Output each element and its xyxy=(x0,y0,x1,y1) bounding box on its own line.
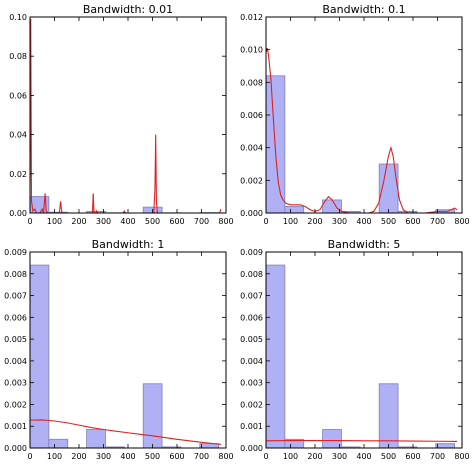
x-tick-label: 100 xyxy=(283,452,298,461)
x-tick-label: 800 xyxy=(454,217,469,226)
y-tick-label: 0.003 xyxy=(4,379,27,388)
y-tick-label: 0.006 xyxy=(240,111,263,120)
x-tick-label: 200 xyxy=(71,217,86,226)
x-tick-label: 200 xyxy=(307,452,322,461)
x-tick-label: 400 xyxy=(120,452,135,461)
subplot-title: Bandwidth: 1 xyxy=(92,238,165,251)
y-tick-label: 0.000 xyxy=(240,444,263,453)
kde-line xyxy=(30,419,222,445)
histogram-bar xyxy=(284,206,305,214)
subplot-title: Bandwidth: 0.01 xyxy=(83,3,173,16)
y-tick-label: 0.04 xyxy=(9,131,27,140)
axes-frame xyxy=(29,16,227,214)
y-tick-label: 0.002 xyxy=(4,400,27,409)
x-tick-label: 500 xyxy=(381,217,396,226)
x-tick-label: 100 xyxy=(47,452,62,461)
x-tick-label: 300 xyxy=(332,217,347,226)
kde-line xyxy=(30,18,222,213)
y-tick-label: 0.000 xyxy=(4,444,27,453)
x-tick-label: 0 xyxy=(27,217,32,226)
y-tick-label: 0.004 xyxy=(240,357,263,366)
x-tick-label: 400 xyxy=(120,217,135,226)
x-tick-label: 500 xyxy=(381,452,396,461)
x-tick-label: 700 xyxy=(430,452,445,461)
subplot-bandwidth-1: 0 100 200 300 400 500 600 700 800 0.000 0.001 0.002… xyxy=(4,238,234,461)
x-tick-label: 800 xyxy=(218,217,233,226)
histogram-bar xyxy=(265,264,286,449)
histogram-bar xyxy=(435,443,456,449)
histogram-bar xyxy=(322,199,342,214)
subplot-bandwidth-0-01: 0 100 200 300 400 500 600 700 800 0.00 0.02 0.04 0.0… xyxy=(9,3,233,226)
y-tick-label: 0.06 xyxy=(9,91,27,100)
subplot-bandwidth-5: 0 100 200 300 400 500 600 700 800 0.000 0.001 0.002… xyxy=(240,238,470,461)
x-tick-label: 700 xyxy=(194,452,209,461)
x-tick-label: 700 xyxy=(430,217,445,226)
histogram-bar xyxy=(48,438,69,449)
x-tick-label: 600 xyxy=(405,452,420,461)
subplot-title: Bandwidth: 0.1 xyxy=(322,3,405,16)
x-tick-label: 700 xyxy=(194,217,209,226)
y-tick-label: 0.001 xyxy=(4,422,27,431)
y-tick-label: 0.005 xyxy=(4,335,27,344)
y-tick-label: 0.004 xyxy=(4,357,27,366)
x-tick-label: 400 xyxy=(356,452,371,461)
subplot-bandwidth-0-1: 0 100 200 300 400 500 600 700 800 0.000 0.002 0.004… xyxy=(240,3,470,226)
y-tick-label: 0.02 xyxy=(9,170,27,179)
x-tick-label: 500 xyxy=(145,452,160,461)
y-tick-label: 0.00 xyxy=(9,209,27,218)
y-tick-label: 0.002 xyxy=(240,400,263,409)
y-tick-label: 0.002 xyxy=(240,176,263,185)
x-tick-label: 500 xyxy=(145,217,160,226)
kde-line xyxy=(266,47,458,213)
x-tick-label: 0 xyxy=(263,217,268,226)
y-tick-label: 0.001 xyxy=(240,422,263,431)
axes-frame xyxy=(265,251,463,449)
x-tick-label: 200 xyxy=(307,217,322,226)
x-tick-label: 0 xyxy=(27,452,32,461)
x-tick-label: 300 xyxy=(332,452,347,461)
y-tick-label: 0.008 xyxy=(240,270,263,279)
y-tick-label: 0.009 xyxy=(4,248,27,257)
y-tick-label: 0.008 xyxy=(240,78,263,87)
x-tick-label: 600 xyxy=(405,217,420,226)
y-tick-label: 0.008 xyxy=(4,270,27,279)
y-tick-label: 0.10 xyxy=(9,13,27,22)
y-tick-label: 0.08 xyxy=(9,52,27,61)
kde-line xyxy=(266,440,458,443)
histogram-bar xyxy=(142,383,163,449)
y-tick-label: 0.010 xyxy=(240,46,263,55)
y-tick-label: 0.007 xyxy=(240,292,263,301)
histogram-bar xyxy=(378,383,399,449)
x-tick-label: 800 xyxy=(218,452,233,461)
x-tick-label: 100 xyxy=(47,217,62,226)
axes-frame xyxy=(265,16,463,214)
y-tick-label: 0.007 xyxy=(4,292,27,301)
y-tick-label: 0.006 xyxy=(240,313,263,322)
x-tick-label: 300 xyxy=(96,217,111,226)
x-tick-label: 100 xyxy=(283,217,298,226)
y-tick-label: 0.003 xyxy=(240,379,263,388)
x-tick-label: 200 xyxy=(71,452,86,461)
y-tick-label: 0.006 xyxy=(4,313,27,322)
y-tick-label: 0.000 xyxy=(240,209,263,218)
x-tick-label: 400 xyxy=(356,217,371,226)
x-tick-label: 300 xyxy=(96,452,111,461)
subplot-title: Bandwidth: 5 xyxy=(328,238,401,251)
y-tick-label: 0.009 xyxy=(240,248,263,257)
x-tick-label: 800 xyxy=(454,452,469,461)
histogram-bar xyxy=(86,429,106,449)
axes-frame xyxy=(29,251,227,449)
x-tick-label: 600 xyxy=(169,217,184,226)
x-tick-label: 600 xyxy=(169,452,184,461)
y-tick-label: 0.012 xyxy=(240,13,263,22)
y-tick-label: 0.004 xyxy=(240,144,263,153)
y-tick-label: 0.005 xyxy=(240,335,263,344)
histogram-bar xyxy=(322,429,342,449)
x-tick-label: 0 xyxy=(263,452,268,461)
